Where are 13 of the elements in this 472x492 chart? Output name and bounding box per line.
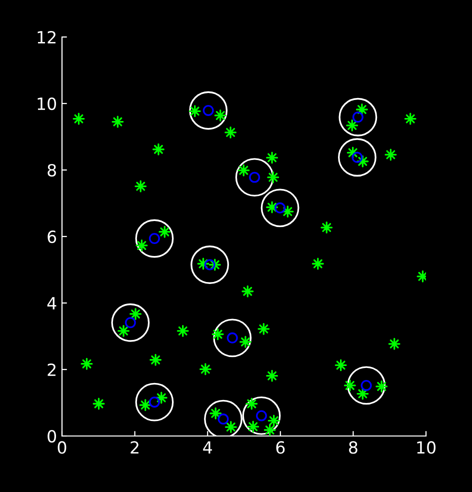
y-tick-label: 6 (48, 230, 56, 244)
y-tick-label: 4 (47, 297, 56, 310)
x-tick-label: 10 (417, 441, 436, 454)
x-tick-label: 0 (58, 441, 66, 454)
x-tick-label: 8 (349, 441, 358, 454)
y-tick-label: 2 (48, 363, 56, 376)
x-tick-label: 2 (130, 441, 138, 454)
y-tick-label: 8 (48, 164, 56, 177)
x-tick-label: 4 (203, 441, 212, 454)
y-tick-label: 10 (38, 97, 56, 110)
x-tick-label: 6 (276, 441, 285, 454)
y-tick-label: 12 (38, 30, 56, 44)
y-tick-label: 0 (48, 430, 56, 443)
